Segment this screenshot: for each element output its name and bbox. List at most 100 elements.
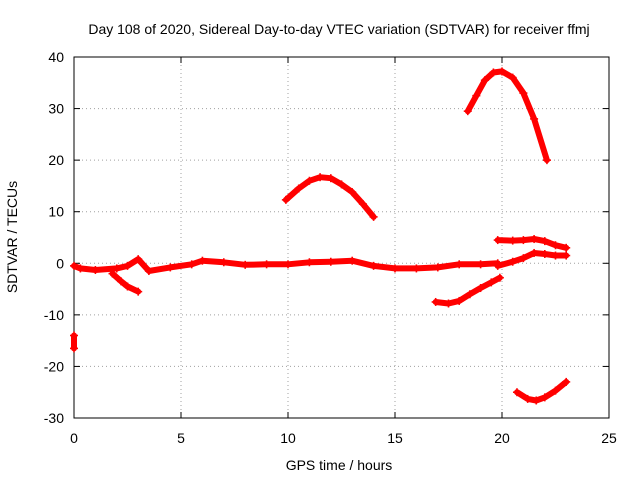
data-point	[455, 296, 464, 305]
data-point	[433, 263, 442, 272]
data-point	[412, 264, 421, 273]
data-point	[369, 212, 378, 221]
data-point	[70, 261, 78, 270]
data-point	[123, 261, 132, 270]
data-point	[562, 243, 571, 252]
data-point	[530, 235, 539, 244]
data-point	[480, 76, 489, 85]
data-point	[91, 265, 100, 274]
data-point	[540, 393, 549, 402]
y-tick-label: 40	[48, 49, 64, 65]
y-tick-label: 10	[48, 204, 64, 220]
data-point	[493, 261, 502, 270]
data-point	[532, 396, 541, 405]
series-segment-negative	[431, 273, 504, 308]
data-point	[512, 388, 521, 397]
data-point	[551, 251, 560, 260]
plot-frame	[73, 56, 610, 419]
data-point	[262, 260, 271, 269]
data-point	[489, 68, 498, 77]
x-tick-label: 20	[494, 430, 510, 446]
data-point	[369, 261, 378, 270]
data-point	[551, 241, 560, 250]
series-early-dip	[108, 269, 143, 296]
data-point	[337, 180, 346, 189]
data-point	[281, 195, 290, 204]
y-tick-label: -20	[44, 358, 64, 374]
x-tick-label: 25	[601, 430, 617, 446]
data-point	[465, 290, 474, 299]
data-point	[444, 299, 453, 308]
data-point	[540, 237, 549, 246]
data-point	[326, 174, 335, 183]
series-band	[514, 378, 570, 404]
data-point	[144, 267, 153, 276]
data-point	[476, 284, 485, 293]
axis-tick-labels: 0 5 10 15 20 25 -30 -20 -10 0 10 20 30 40	[44, 49, 617, 446]
data-point	[519, 236, 528, 245]
data-point	[241, 260, 250, 269]
data-point	[70, 344, 78, 353]
data-point	[508, 257, 517, 266]
data-point	[326, 257, 335, 266]
data-point	[294, 184, 303, 193]
data-point	[305, 258, 314, 267]
data-point	[431, 297, 440, 306]
data-point	[472, 91, 481, 100]
data-point	[284, 260, 292, 269]
axis-ticks	[73, 56, 610, 419]
x-tick-label: 0	[70, 430, 78, 446]
data-point	[391, 264, 399, 273]
data-point	[498, 67, 506, 76]
data-point	[70, 331, 78, 340]
data-point	[540, 250, 549, 259]
data-point	[108, 269, 117, 278]
series-band	[109, 270, 142, 295]
chart-title: Day 108 of 2020, Sidereal Day-to-day VTE…	[88, 21, 589, 37]
series-segment-mid-right	[493, 248, 571, 270]
data-point	[348, 188, 357, 197]
data-point	[134, 287, 143, 296]
data-point	[519, 254, 528, 263]
data-point	[562, 251, 571, 260]
data-point	[508, 236, 517, 245]
data-point	[187, 260, 196, 269]
data-point	[316, 173, 325, 182]
data-point	[551, 386, 560, 395]
series-layer	[70, 67, 571, 405]
data-point	[508, 73, 517, 82]
data-point	[455, 260, 464, 269]
y-tick-label: 0	[56, 255, 64, 271]
y-tick-label: -10	[44, 307, 64, 323]
y-axis-label: SDTVAR / TECUs	[4, 181, 20, 293]
y-tick-label: -30	[44, 410, 64, 426]
series-arc-midday	[281, 173, 378, 221]
data-point	[495, 273, 504, 282]
data-point	[476, 260, 485, 269]
data-point	[219, 258, 228, 267]
data-point	[76, 264, 85, 273]
x-axis-label: GPS time / hours	[286, 457, 393, 473]
x-tick-label: 5	[177, 430, 185, 446]
series-segment-upper-right	[493, 235, 571, 252]
series-early-points	[70, 331, 78, 353]
data-point	[542, 156, 551, 165]
data-point	[487, 278, 496, 287]
data-point	[530, 248, 539, 257]
series-arc-evening-high	[463, 67, 551, 165]
data-point	[530, 114, 539, 123]
y-tick-label: 20	[48, 152, 64, 168]
data-point	[134, 255, 143, 264]
data-point	[112, 264, 121, 273]
data-point	[117, 277, 126, 286]
data-point	[348, 256, 357, 265]
x-tick-label: 10	[280, 430, 296, 446]
data-point	[198, 256, 207, 265]
data-point	[305, 176, 314, 185]
data-point	[519, 89, 528, 98]
data-point	[562, 377, 571, 386]
data-point	[166, 263, 175, 272]
series-arc-low	[512, 377, 571, 405]
data-point	[358, 199, 367, 208]
